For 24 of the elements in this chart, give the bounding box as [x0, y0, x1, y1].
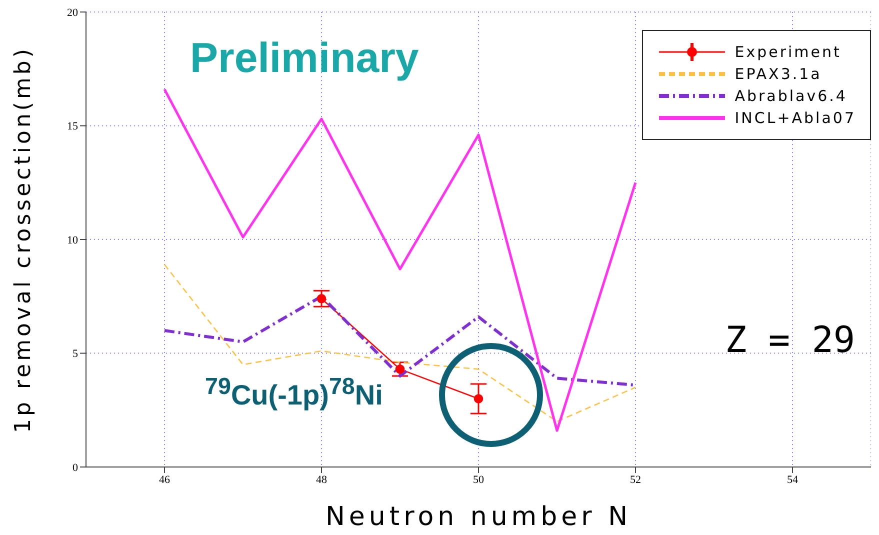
x-axis-title: Neutron number N — [325, 502, 632, 532]
x-tick-label: 50 — [473, 474, 484, 486]
legend-label: Experiment — [734, 43, 842, 61]
annotation: $^{79}$Cu(-1p)$^{78}$Ni — [205, 373, 383, 412]
y-tick-label: 20 — [67, 6, 78, 19]
point — [474, 394, 484, 404]
legend-label: INCL+Abla07 — [734, 109, 856, 127]
x-tick-label: 52 — [630, 474, 641, 486]
y-tick-label: 10 — [67, 234, 78, 246]
annotation: Z = 29 — [725, 320, 856, 361]
y-tick-label: 15 — [67, 120, 78, 133]
x-tick-label: 48 — [316, 474, 328, 486]
line-series — [164, 264, 636, 422]
y-axis-title: 1p removal crossection(mb) — [10, 46, 36, 433]
point — [316, 294, 326, 304]
x-tick-label: 46 — [159, 474, 170, 486]
legend-label: EPAX3.1a — [734, 65, 822, 83]
annotation: Preliminary — [190, 34, 419, 82]
y-tick-label: 5 — [72, 348, 78, 360]
legend-label: Abrablav6.4 — [734, 87, 848, 105]
point — [395, 364, 405, 374]
x-tick-label: 54 — [787, 474, 798, 486]
line-series — [163, 88, 637, 432]
y-tick-label: 0 — [72, 462, 78, 474]
